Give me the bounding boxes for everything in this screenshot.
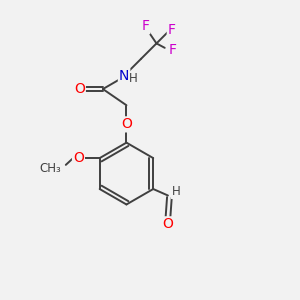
Text: F: F <box>169 43 177 57</box>
Text: CH₃: CH₃ <box>39 162 61 175</box>
Text: F: F <box>168 23 176 37</box>
Text: N: N <box>119 69 129 83</box>
Text: O: O <box>73 151 84 165</box>
Text: CH: CH <box>44 162 61 175</box>
Text: F: F <box>141 19 149 33</box>
Text: H: H <box>128 72 137 85</box>
Text: H: H <box>172 185 180 199</box>
Text: O: O <box>74 82 85 96</box>
Text: O: O <box>121 117 132 131</box>
Text: O: O <box>163 217 173 231</box>
